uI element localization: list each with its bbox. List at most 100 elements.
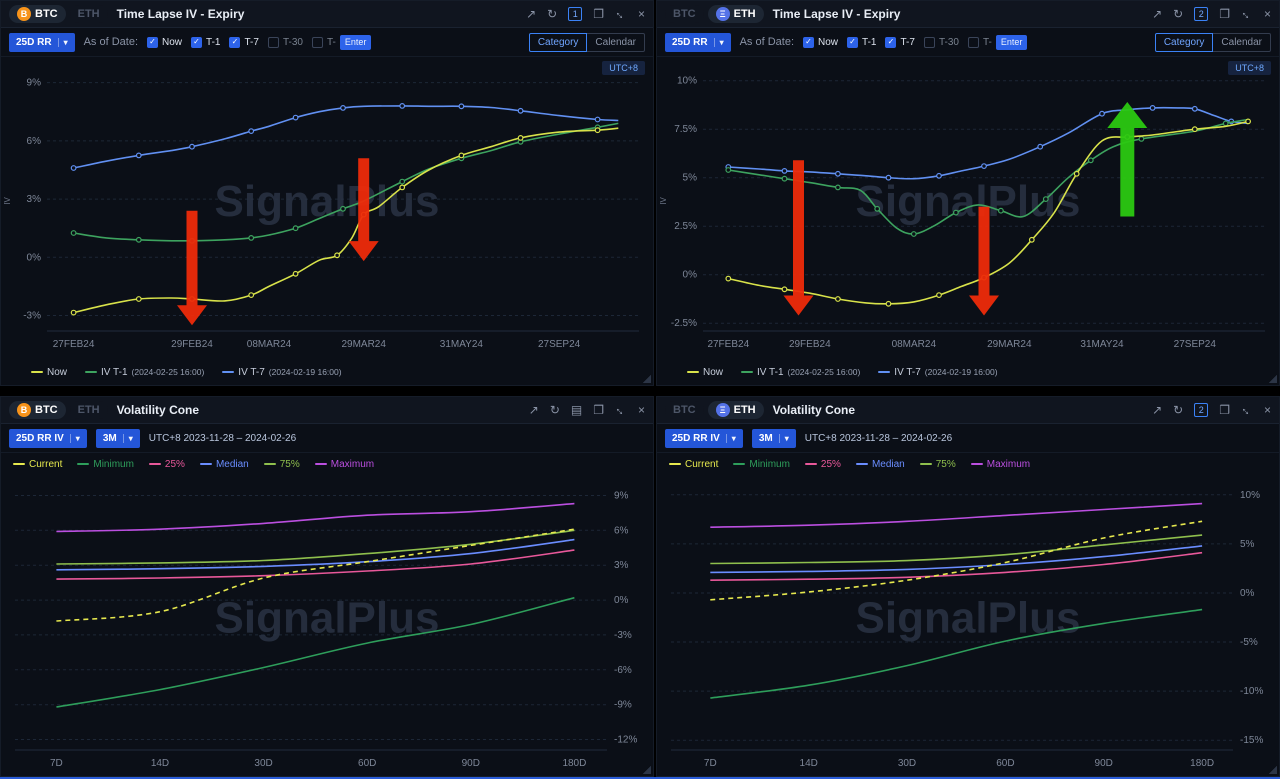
checkbox-t7[interactable]: ✓ T-7 [229,36,259,48]
checkbox-now[interactable]: ✓ Now [803,36,838,48]
duplicate-icon[interactable]: ❐ [1219,7,1230,21]
refresh-icon[interactable]: ↻ [547,7,558,21]
coin-tab-btc[interactable]: B BTC [9,5,66,23]
iv-type-dropdown[interactable]: 25D RR IV ▾ [665,428,743,448]
calendar-button[interactable]: Calendar [586,32,645,52]
checkbox-t30[interactable]: ✓ T-30 [923,36,959,48]
layout-count-badge[interactable]: 2 [1194,7,1209,21]
legend-item-25pct[interactable]: 25% [804,459,841,470]
checkbox-t30[interactable]: ✓ T-30 [267,36,303,48]
t-custom-days-input[interactable]: Enter [339,34,372,50]
chart-canvas[interactable]: 10% 7.5% 5% 2.5% 0% -2.5% 27FEB24 29FEB24 08MAR2… [657,57,1279,359]
layout-count-badge[interactable]: 2 [1194,403,1209,417]
expand-icon[interactable]: ↔ [611,4,631,24]
duplicate-icon[interactable]: ❐ [593,7,604,21]
iv-type-dropdown[interactable]: 25D RR IV ▾ [9,428,87,448]
expand-icon[interactable]: ↔ [1237,4,1257,24]
chart-canvas[interactable]: 9% 6% 3% 0% -3% -6% -9% -12% 7D 14D 30D 60D 90D 180D S… [1,475,653,776]
svg-text:-9%: -9% [614,700,632,711]
rr-dropdown[interactable]: 25D RR ▾ [9,32,75,52]
checkbox-t-custom[interactable]: ✓ T- [311,36,336,48]
category-button[interactable]: Category [1154,32,1214,52]
lookback-dropdown[interactable]: 3M ▾ [751,428,796,448]
checkbox-label: T-30 [938,36,959,48]
coin-tab-btc[interactable]: BTC [665,5,704,23]
svg-text:-3%: -3% [23,311,41,322]
coin-tab-eth[interactable]: ETH [69,401,108,419]
svg-text:-12%: -12% [614,735,637,746]
legend-swatch [733,463,746,465]
close-icon[interactable]: × [637,7,645,21]
legend-swatch [741,371,754,373]
share-icon[interactable]: ↗ [1152,403,1163,417]
rr-dropdown[interactable]: 25D RR ▾ [665,32,731,52]
layout-count-badge[interactable]: 1 [568,7,583,21]
close-icon[interactable]: × [1263,403,1271,417]
refresh-icon[interactable]: ↻ [1173,7,1184,21]
chart-canvas[interactable]: 10% 5% 0% -5% -10% -15% 7D 14D 30D 60D 90D 180D Sign… [657,475,1279,776]
checkbox-t-custom[interactable]: ✓ T- [967,36,992,48]
chart-canvas[interactable]: 9% 6% 3% 0% -3% 27FEB24 29FEB24 08MAR24 29MAR24 3… [1,57,653,359]
coin-tab-eth[interactable]: Ξ ETH [707,5,764,23]
coin-tab-eth[interactable]: Ξ ETH [707,401,764,419]
legend-item-75pct[interactable]: 75% [919,459,956,470]
coin-tab-btc[interactable]: BTC [665,401,704,419]
legend-item-median[interactable]: Median [855,459,905,470]
refresh-icon[interactable]: ↻ [549,403,560,417]
checkbox-t1[interactable]: ✓ T-1 [191,36,220,48]
coin-tab-eth[interactable]: ETH [69,5,108,23]
legend-item-median[interactable]: Median [199,459,249,470]
svg-text:29MAR24: 29MAR24 [341,339,386,350]
checkbox-t7[interactable]: ✓ T-7 [885,36,915,48]
legend-item-iv-t7[interactable]: IV T-7 (2024-02-19 16:00) [878,367,998,378]
legend-item-iv-t1[interactable]: IV T-1 (2024-02-25 16:00) [741,367,860,378]
resize-handle[interactable] [642,765,651,774]
share-icon[interactable]: ↗ [528,403,539,417]
legend-item-minimum[interactable]: Minimum [733,459,790,470]
checkbox-label: T-7 [244,36,259,48]
legend-item-now[interactable]: Now [687,367,723,378]
lookback-dropdown[interactable]: 3M ▾ [95,428,140,448]
expand-icon[interactable]: ↔ [1237,400,1257,420]
coin-tab-btc[interactable]: B BTC [9,401,66,419]
close-icon[interactable]: × [1263,7,1271,21]
legend-label: Minimum [93,458,134,470]
checkbox-now[interactable]: ✓ Now [147,36,183,48]
check-icon: ✓ [193,37,200,46]
coin-tab-label: BTC [35,404,58,416]
resize-handle[interactable] [642,374,651,383]
share-icon[interactable]: ↗ [1152,7,1163,21]
resize-handle[interactable] [1268,765,1277,774]
category-button[interactable]: Category [528,32,588,52]
check-icon: ✓ [887,37,895,46]
legend-swatch [77,463,90,465]
resize-handle[interactable] [1268,374,1277,383]
calendar-button[interactable]: Calendar [1212,32,1271,52]
checkbox-t1[interactable]: ✓ T-1 [847,36,877,48]
close-icon[interactable]: × [637,403,645,417]
legend-item-current[interactable]: Current [669,459,718,470]
duplicate-icon[interactable]: ❐ [593,403,604,417]
svg-text:-2.5%: -2.5% [671,318,697,329]
expand-icon[interactable]: ↔ [611,400,631,420]
legend-item-iv-t7[interactable]: IV T-7 (2024-02-19 16:00) [222,367,342,378]
legend-item-now[interactable]: Now [31,367,67,378]
duplicate-icon[interactable]: ❐ [1219,403,1230,417]
legend-swatch [855,463,868,465]
legend-item-maximum[interactable]: Maximum [970,459,1030,470]
chart-toolbar: 25D RR IV ▾ 3M ▾ UTC+8 2023-11-28 – 2024… [1,424,653,453]
svg-text:180D: 180D [562,758,586,769]
legend-item-minimum[interactable]: Minimum [77,459,134,470]
checkbox-label: T-1 [862,36,877,48]
checkbox-label: Now [162,36,183,48]
t-custom-days-input[interactable]: Enter [995,34,1028,50]
legend-item-current[interactable]: Current [13,459,62,470]
legend-item-25pct[interactable]: 25% [148,459,185,470]
folder-icon[interactable]: ▤ [570,403,583,417]
legend-item-75pct[interactable]: 75% [263,459,300,470]
share-icon[interactable]: ↗ [526,7,537,21]
refresh-icon[interactable]: ↻ [1173,403,1184,417]
legend-item-iv-t1[interactable]: IV T-1 (2024-02-25 16:00) [85,367,204,378]
dropdown-value: 25D RR IV [16,432,64,444]
legend-item-maximum[interactable]: Maximum [314,459,374,470]
